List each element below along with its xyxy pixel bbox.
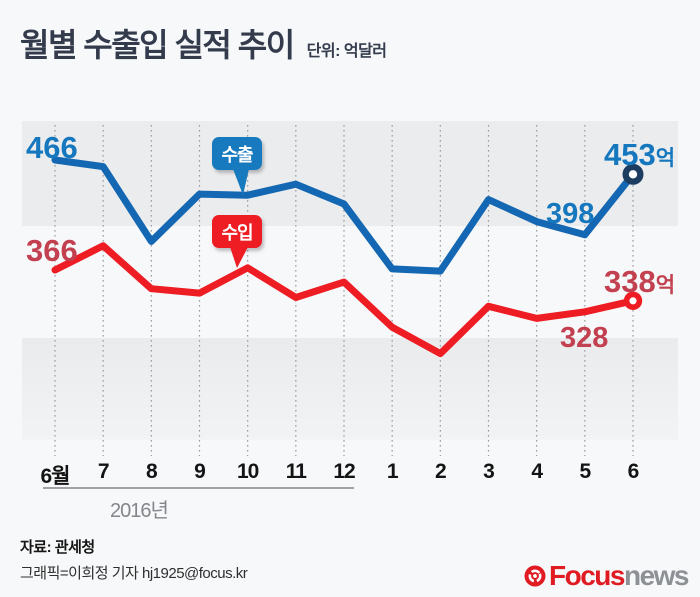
x-axis-label: 6월 <box>40 465 71 488</box>
header: 월별 수출입 실적 추이 단위: 억달러 <box>20 20 387 66</box>
x-axis-label: 6 <box>627 460 640 483</box>
year-underline <box>43 487 354 489</box>
credit-note: 그래픽=이희정 기자 hj1925@focus.kr <box>20 565 248 582</box>
export-line <box>51 156 637 275</box>
x-axis-label: 3 <box>483 460 495 483</box>
x-axis-label: 7 <box>97 460 110 483</box>
year-label: 2016년 <box>110 500 169 522</box>
logo-text-focus: Focus <box>549 560 625 591</box>
x-axis-label: 1 <box>386 460 399 483</box>
import-end-marker-hole <box>629 297 637 305</box>
x-axis-label: 12 <box>333 460 355 483</box>
x-axis-label: 8 <box>145 460 158 483</box>
export-end-suffix: 억 <box>655 147 676 170</box>
unit-label: 단위: 억달러 <box>306 43 387 60</box>
export-end-value: 453억 <box>604 137 676 172</box>
focusnews-logo: Focus news <box>524 560 690 592</box>
import-end-value: 338억 <box>604 264 676 299</box>
x-axis-label: 9 <box>194 460 206 483</box>
x-axis-label: 11 <box>285 460 307 483</box>
x-axis-label: 10 <box>236 460 259 483</box>
x-axis-label: 5 <box>579 460 591 483</box>
import-may-value: 328 <box>560 322 609 354</box>
x-axis-label: 4 <box>531 460 543 483</box>
export-may-value: 398 <box>546 198 595 230</box>
focusnews-swirl-icon <box>524 565 546 587</box>
logo-text-news: news <box>623 560 690 591</box>
import-start-value: 366 <box>26 233 78 268</box>
export-start-value: 466 <box>26 130 78 165</box>
plot-band-bottom <box>22 338 678 440</box>
x-axis-label: 2 <box>434 460 447 483</box>
import-end-suffix: 억 <box>655 274 676 297</box>
page-title: 월별 수출입 실적 추이 <box>20 27 295 63</box>
export-end-marker-hole <box>628 170 638 179</box>
import-legend-bubble: 수입 <box>212 215 262 268</box>
export-legend-bubble: 수출 <box>212 137 262 195</box>
source-note: 자료: 관세청 <box>20 539 95 556</box>
import-line <box>51 242 637 358</box>
